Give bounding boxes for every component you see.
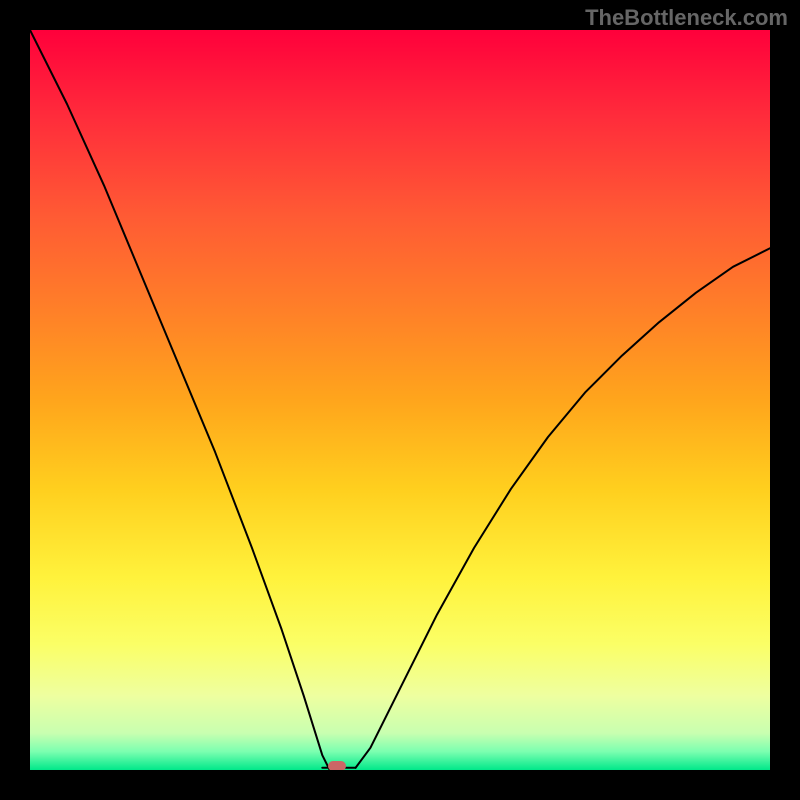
optimal-marker (328, 761, 346, 770)
watermark-text: TheBottleneck.com (585, 5, 788, 31)
bottleneck-curve (30, 30, 770, 770)
chart-frame: TheBottleneck.com (0, 0, 800, 800)
plot-area (30, 30, 770, 770)
